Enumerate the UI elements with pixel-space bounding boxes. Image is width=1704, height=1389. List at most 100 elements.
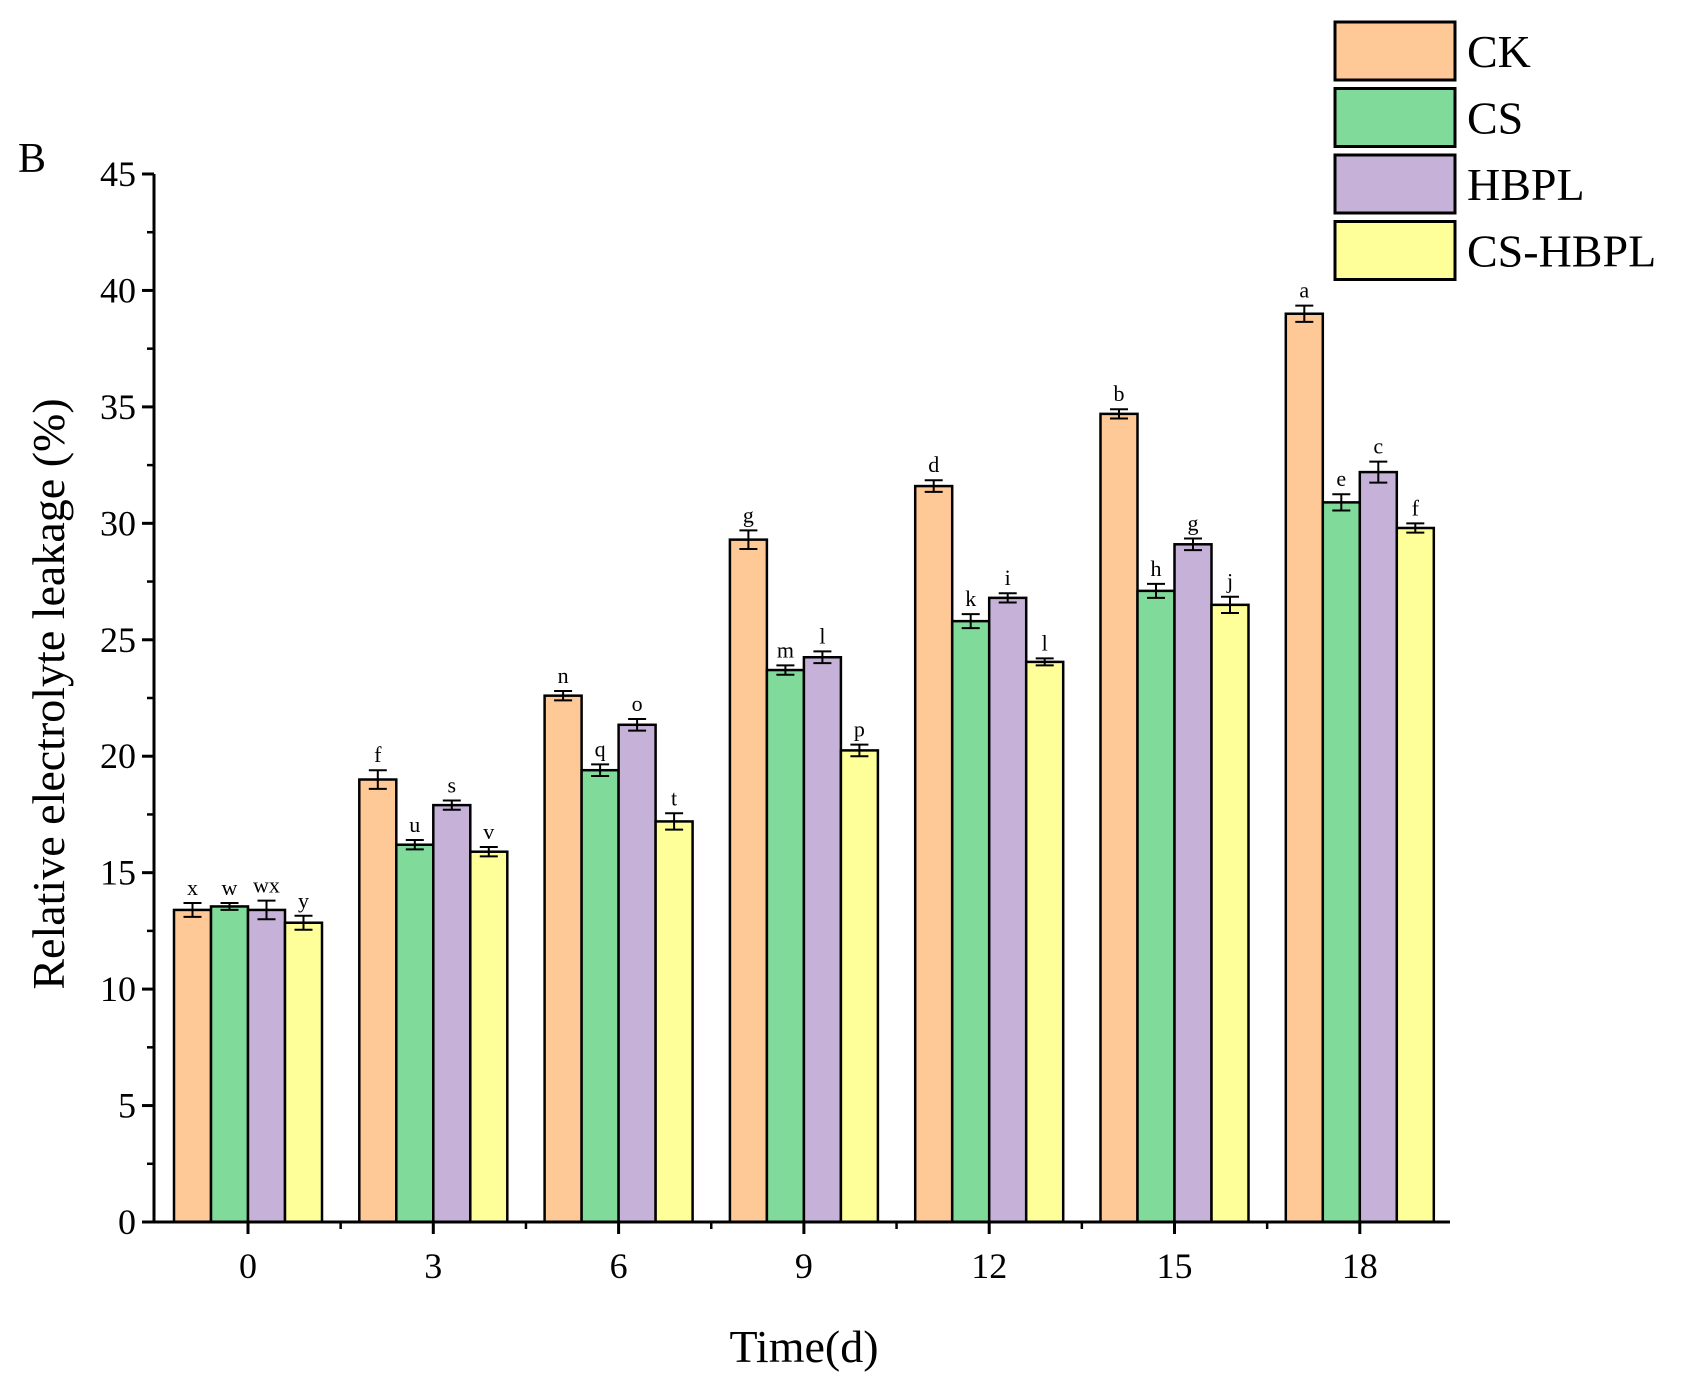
bar-ck-day-9 — [728, 538, 769, 1224]
legend-swatch — [1333, 153, 1457, 215]
significance-label: f — [374, 742, 382, 767]
error-bar-cs-day-12 — [961, 613, 980, 630]
legend-label: HBPL — [1467, 159, 1585, 210]
y-tick-label: 35 — [100, 387, 136, 427]
x-tick-label: 3 — [424, 1246, 442, 1286]
legend-item-cs-hbpl: CS-HBPL — [1333, 220, 1656, 281]
bar-cs-day-3 — [395, 843, 435, 1224]
x-tick-label: 6 — [610, 1246, 628, 1286]
x-tick-label: 15 — [1157, 1246, 1193, 1286]
error-bar-hbpl-day-0 — [257, 899, 276, 921]
y-tick-label: 5 — [118, 1086, 136, 1126]
legend-label: CK — [1467, 26, 1531, 77]
bar-ck-day-0 — [172, 908, 213, 1224]
bar-cs-day-6 — [580, 768, 620, 1224]
significance-label: e — [1336, 466, 1346, 491]
error-bar-ck-day-12 — [924, 479, 943, 493]
significance-label: i — [1005, 565, 1011, 590]
significance-label: p — [854, 717, 865, 742]
bar-hbpl-day-12 — [987, 596, 1028, 1224]
error-bar-cs-hbpl-day-6 — [665, 812, 684, 831]
legend-swatch — [1333, 87, 1457, 148]
error-bar-cs-day-15 — [1147, 582, 1165, 599]
significance-label: v — [483, 819, 494, 844]
significance-label: b — [1114, 381, 1125, 406]
bar-cs-day-12 — [950, 619, 991, 1224]
bar-ck-day-18 — [1284, 312, 1325, 1224]
bar-ck-day-3 — [358, 778, 398, 1224]
error-bar-cs-hbpl-day-9 — [850, 743, 869, 758]
significance-label: x — [187, 875, 198, 900]
error-bar-cs-hbpl-day-15 — [1221, 595, 1239, 614]
bar-ck-day-12 — [913, 484, 954, 1224]
bar-cs-day-18 — [1321, 501, 1362, 1224]
y-tick-label: 40 — [100, 270, 136, 310]
legend-swatch — [1333, 220, 1457, 281]
x-axis-title: Time(d) — [729, 1321, 878, 1372]
bar-ck-day-6 — [543, 694, 583, 1224]
bar-cs-hbpl-day-9 — [839, 749, 880, 1224]
error-bar-hbpl-day-18 — [1369, 460, 1388, 484]
significance-label: f — [1412, 495, 1420, 520]
error-bar-cs-day-3 — [405, 839, 424, 851]
error-bar-ck-day-9 — [739, 529, 758, 550]
significance-label: g — [743, 502, 754, 527]
x-tick-label: 9 — [795, 1246, 813, 1286]
y-tick-label: 10 — [100, 969, 136, 1009]
y-tick-label: 20 — [100, 736, 136, 776]
error-bar-cs-hbpl-day-12 — [1035, 657, 1054, 667]
x-tick-label: 12 — [971, 1246, 1007, 1286]
error-bar-hbpl-day-12 — [998, 592, 1017, 604]
bar-cs-hbpl-day-0 — [283, 921, 324, 1224]
legend-item-ck: CK — [1333, 20, 1531, 82]
error-bar-hbpl-day-9 — [813, 650, 832, 665]
significance-label: o — [632, 691, 643, 716]
x-tick-label: 18 — [1342, 1246, 1378, 1286]
significance-label: j — [1226, 569, 1233, 594]
significance-label: q — [595, 736, 606, 761]
error-bar-cs-hbpl-day-18 — [1406, 522, 1425, 534]
y-tick-label: 0 — [118, 1202, 136, 1242]
significance-label: n — [558, 663, 569, 688]
significance-label: c — [1373, 434, 1383, 459]
significance-label: h — [1151, 556, 1162, 581]
bar-cs-hbpl-day-12 — [1024, 660, 1065, 1224]
legend-item-hbpl: HBPL — [1333, 153, 1585, 215]
bar-cs-hbpl-day-15 — [1210, 603, 1250, 1224]
legend-swatch — [1333, 20, 1457, 82]
y-tick-label: 15 — [100, 853, 136, 893]
bar-hbpl-day-0 — [246, 908, 287, 1224]
significance-label: w — [222, 875, 238, 900]
y-tick-label: 30 — [100, 503, 136, 543]
error-bar-ck-day-6 — [554, 690, 573, 702]
error-bar-ck-day-18 — [1295, 304, 1314, 323]
bar-hbpl-day-18 — [1358, 470, 1399, 1224]
x-tick-label: 0 — [239, 1246, 257, 1286]
significance-label: g — [1188, 510, 1199, 535]
bar-hbpl-day-9 — [802, 655, 843, 1224]
significance-label: l — [819, 623, 825, 648]
error-bar-cs-day-18 — [1332, 493, 1351, 512]
y-tick-label: 45 — [100, 154, 136, 194]
bar-cs-day-9 — [765, 668, 806, 1224]
legend-label: CS-HBPL — [1467, 226, 1656, 277]
significance-label: a — [1299, 278, 1309, 303]
bar-cs-hbpl-day-6 — [654, 820, 694, 1224]
error-bar-cs-hbpl-day-3 — [479, 846, 498, 858]
significance-label: wx — [253, 873, 280, 898]
significance-label: m — [777, 637, 794, 662]
error-bar-cs-day-6 — [591, 763, 610, 778]
significance-label: d — [928, 452, 939, 477]
bar-ck-day-15 — [1099, 412, 1139, 1224]
error-bar-ck-day-3 — [368, 769, 387, 790]
significance-label: y — [298, 888, 309, 913]
error-bar-cs-hbpl-day-0 — [294, 914, 313, 931]
bars-layer: x f n g d b a w u q m k h e wx s o l i g c y v t p l j f — [172, 278, 1436, 1224]
bar-hbpl-day-6 — [617, 723, 657, 1224]
error-bar-hbpl-day-6 — [628, 717, 647, 732]
bar-cs-day-15 — [1136, 589, 1176, 1224]
bar-hbpl-day-15 — [1173, 543, 1213, 1224]
significance-label: u — [409, 812, 420, 837]
significance-label: s — [448, 772, 457, 797]
legend-label: CS — [1467, 93, 1523, 144]
